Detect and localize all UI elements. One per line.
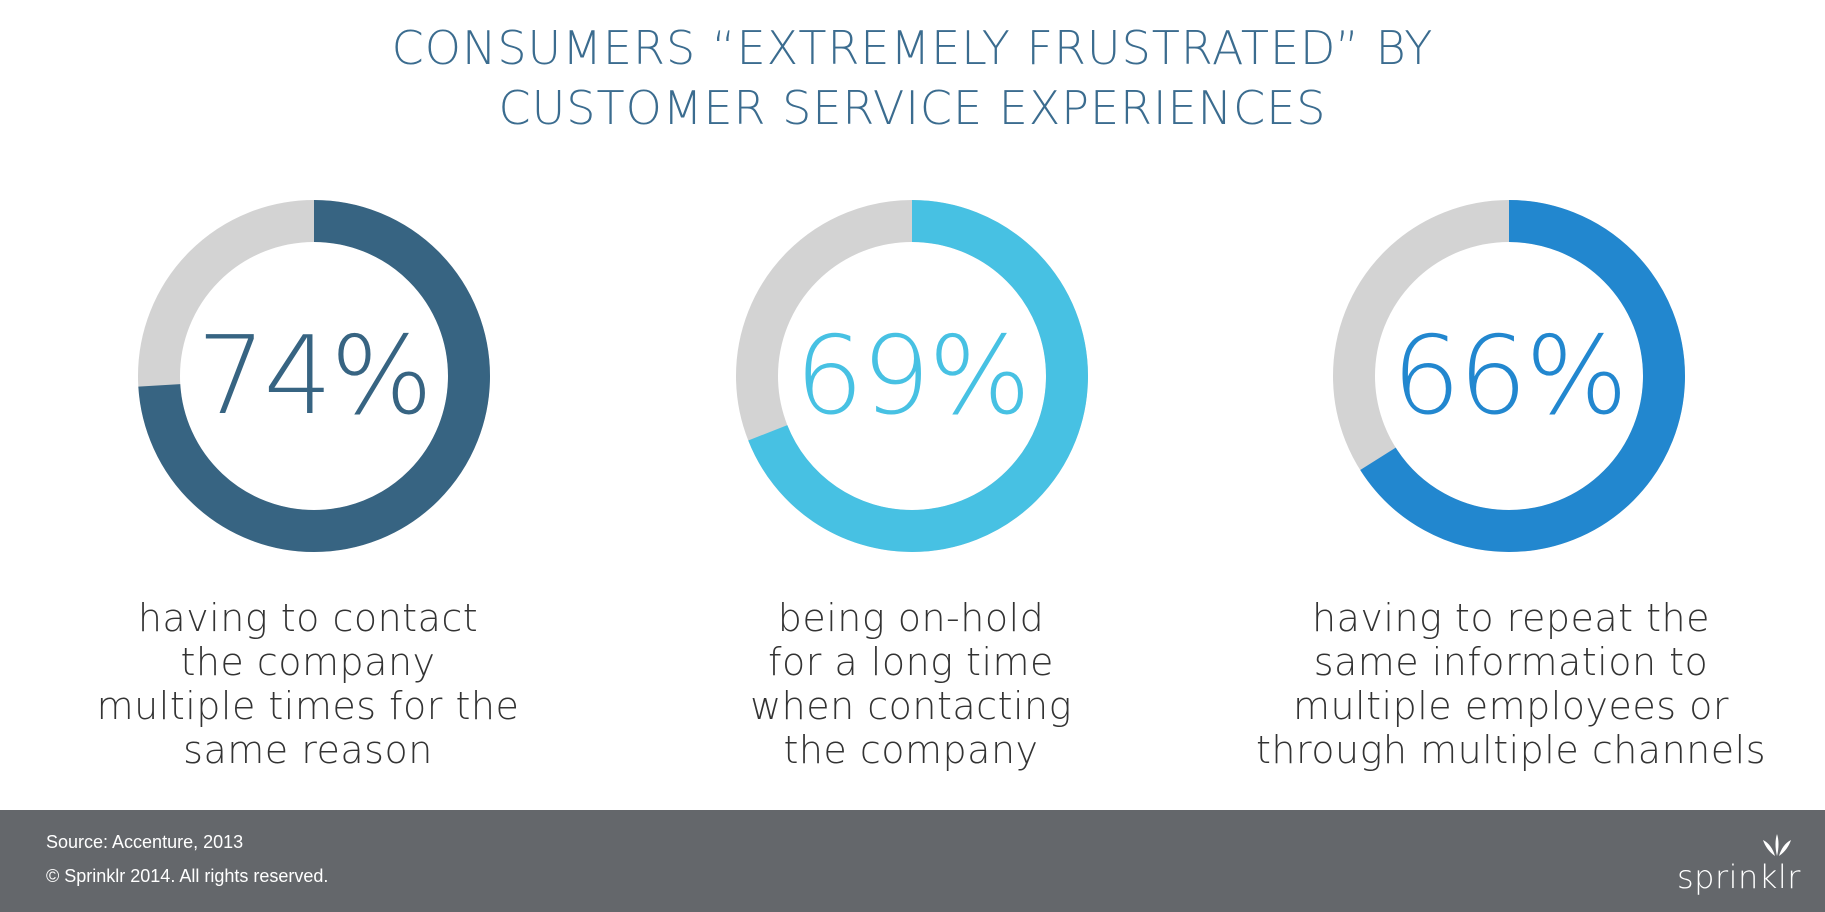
donut-2-description-line: being on-hold	[777, 596, 1045, 640]
source-note: Source: Accenture, 2013	[46, 832, 244, 852]
donut-chart-3: 66%	[1329, 196, 1689, 556]
donut-2-description-line: for a long time	[768, 640, 1054, 684]
title-line-2: CUSTOMER SERVICE EXPERIENCES	[498, 81, 1327, 135]
donut-3-description-line: same information to	[1313, 640, 1709, 684]
donut-1-value-arc	[138, 200, 490, 552]
donut-2-description-line: when contacting	[750, 684, 1072, 728]
donut-3-description: having to repeat the same information to…	[1251, 596, 1771, 772]
donut-2-description: being on-hold for a long time when conta…	[651, 596, 1171, 772]
donut-1-percentage: 74%	[196, 313, 433, 439]
donut-1-description-line: same reason	[183, 728, 433, 772]
footer-bar: Source: Accenture, 2013 © Sprinklr 2014.…	[0, 810, 1825, 912]
donut-1-description-line: having to contact	[137, 596, 479, 640]
donut-1-description: having to contact the company multiple t…	[48, 596, 568, 772]
donut-1-description-line: the company	[180, 640, 436, 684]
sprinklr-logo-text: sprinklr	[1677, 858, 1801, 896]
donut-chart-1: 74%	[134, 196, 494, 556]
donut-chart-2: 69%	[732, 196, 1092, 556]
title-line-1: CONSUMERS “EXTREMELY FRUSTRATED” BY	[391, 21, 1434, 75]
donut-2-percentage: 69%	[794, 313, 1031, 439]
donut-svg-3	[1333, 200, 1685, 552]
sprinklr-logo-icon	[1763, 834, 1791, 856]
donut-3-description-line: through multiple channels	[1256, 728, 1766, 772]
donut-1-description-line: multiple times for the	[96, 684, 520, 728]
donut-3-description-line: having to repeat the	[1312, 596, 1710, 640]
donut-3-percentage: 66%	[1391, 313, 1628, 439]
donut-2-value-arc	[736, 200, 1088, 552]
copyright-note: © Sprinklr 2014. All rights reserved.	[46, 866, 329, 886]
donut-svg-1	[138, 200, 490, 552]
sprinklr-logo: sprinklr	[1677, 832, 1801, 902]
donut-2-description-line: the company	[783, 728, 1039, 772]
donut-3-value-arc	[1333, 200, 1685, 552]
page-title: CONSUMERS “EXTREMELY FRUSTRATED” BY CUST…	[0, 18, 1825, 138]
donut-3-description-line: multiple employees or	[1292, 684, 1730, 728]
donut-svg-2	[736, 200, 1088, 552]
